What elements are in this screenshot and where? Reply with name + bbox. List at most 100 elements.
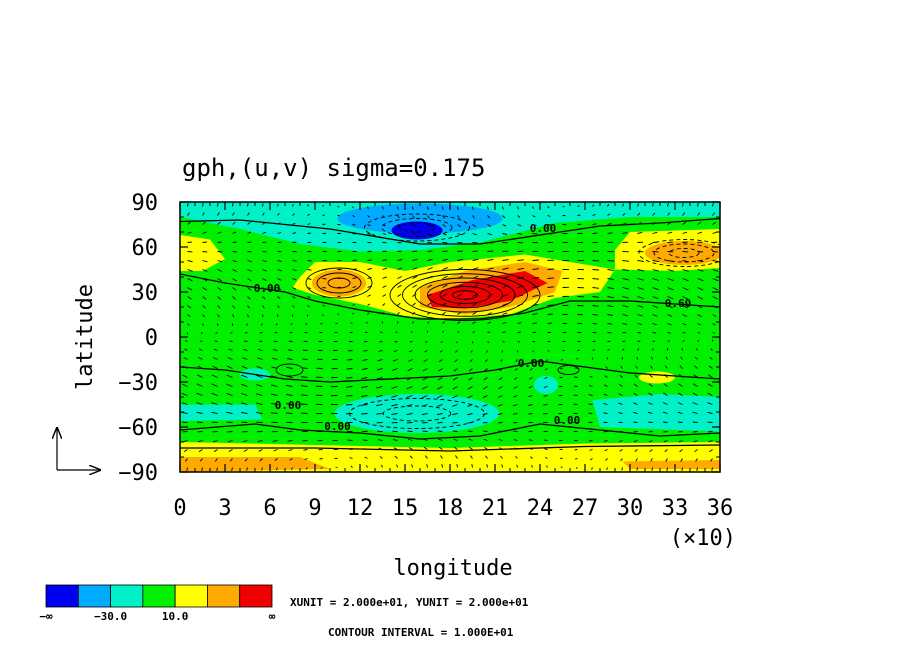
- wind-arrow: [442, 321, 445, 324]
- wind-arrow: [588, 384, 593, 387]
- wind-arrow: [529, 377, 533, 380]
- wind-arrow: [242, 440, 248, 443]
- wind-arrow: [471, 464, 473, 468]
- wind-arrow: [277, 269, 282, 272]
- wind-arrow: [497, 395, 503, 398]
- wind-arrow: [651, 467, 653, 471]
- wind-arrow: [423, 438, 428, 441]
- wind-arrow: [622, 232, 628, 234]
- contour-ring-central: [452, 290, 478, 300]
- wind-arrow: [452, 430, 458, 432]
- wind-arrow: [262, 296, 266, 300]
- wind-arrow: [202, 231, 207, 234]
- wind-arrow: [472, 284, 479, 288]
- wind-arrow: [214, 458, 218, 462]
- wind-arrow: [393, 447, 398, 450]
- wind-arrow: [607, 348, 610, 351]
- wind-arrow: [517, 303, 524, 306]
- wind-arrow: [457, 267, 464, 270]
- wind-arrow: [487, 312, 492, 315]
- wind-arrow: [382, 303, 386, 306]
- wind-arrow: [544, 377, 548, 379]
- wind-arrow: [483, 377, 488, 381]
- wind-arrow: [275, 323, 278, 326]
- wind-arrow: [532, 206, 535, 209]
- wind-arrow: [345, 386, 353, 388]
- wind-arrow: [243, 449, 248, 452]
- wind-arrow: [513, 395, 518, 398]
- wind-arrow: [262, 212, 265, 216]
- wind-vectors: [181, 202, 719, 472]
- wind-arrow: [517, 259, 524, 261]
- wind-arrow: [199, 340, 203, 342]
- wind-arrow: [457, 224, 462, 228]
- wind-arrow: [662, 402, 668, 405]
- wind-arrow: [202, 203, 204, 207]
- wind-arrow: [352, 286, 357, 288]
- wind-arrow: [652, 305, 659, 309]
- wind-arrow: [226, 383, 233, 387]
- wind-arrow: [232, 251, 237, 253]
- wind-arrow: [500, 455, 503, 459]
- wind-arrow: [637, 231, 643, 234]
- wind-arrow: [592, 223, 597, 225]
- wind-arrow: [367, 268, 372, 270]
- wind-arrow: [652, 348, 654, 351]
- wind-arrow: [487, 224, 492, 227]
- wind-arrow: [547, 268, 555, 270]
- wind-arrow: [618, 384, 623, 387]
- wind-arrow: [457, 215, 460, 219]
- wind-arrow: [652, 260, 659, 263]
- colorbar-label: ∞: [269, 610, 276, 623]
- wind-arrow: [472, 233, 477, 236]
- wind-arrow: [592, 314, 598, 316]
- wind-arrow: [636, 467, 638, 471]
- wind-arrow: [352, 277, 357, 279]
- wind-arrow: [241, 393, 248, 396]
- wind-arrow: [650, 365, 653, 369]
- wind-arrow: [277, 296, 281, 300]
- wind-arrow: [592, 349, 595, 351]
- wind-arrow: [202, 287, 208, 291]
- wind-arrow: [532, 294, 539, 297]
- wind-arrow: [421, 395, 428, 399]
- colorbar-swatch: [207, 584, 241, 608]
- wind-arrow: [290, 467, 293, 471]
- wind-arrow: [636, 356, 638, 360]
- wind-arrow: [217, 314, 220, 318]
- wind-arrow: [514, 368, 518, 371]
- wind-arrow: [409, 455, 413, 459]
- wind-arrow: [442, 311, 446, 315]
- wind-arrow: [502, 321, 507, 324]
- x-tick-label: 0: [173, 496, 186, 521]
- wind-arrow: [186, 467, 188, 471]
- contour-label: 0.00: [275, 399, 302, 412]
- wind-arrow: [408, 447, 413, 450]
- wind-arrow: [442, 242, 448, 244]
- wind-arrow: [196, 392, 203, 396]
- wind-arrow: [457, 258, 464, 261]
- contour-ring-east: [668, 248, 700, 258]
- wind-arrow: [286, 403, 293, 405]
- wind-arrow: [406, 404, 413, 407]
- wind-arrow: [637, 260, 644, 262]
- wind-arrow: [667, 340, 670, 342]
- wind-arrow: [482, 395, 488, 399]
- wind-arrow: [202, 251, 208, 253]
- wind-arrow: [352, 215, 355, 218]
- wind-arrow: [277, 212, 280, 216]
- contour-label: 0.00: [518, 357, 545, 370]
- wind-arrow: [678, 431, 683, 433]
- colorbar-swatch: [45, 584, 79, 608]
- wind-arrow: [592, 204, 595, 207]
- wind-arrow: [712, 260, 719, 263]
- wind-arrow: [707, 402, 713, 405]
- wind-arrow: [277, 287, 282, 290]
- wind-arrow: [427, 233, 432, 236]
- wind-arrow: [697, 314, 702, 318]
- wind-arrow: [352, 312, 355, 315]
- wind-arrow: [217, 231, 222, 234]
- wind-arrow: [677, 411, 683, 414]
- wind-arrow: [457, 284, 463, 288]
